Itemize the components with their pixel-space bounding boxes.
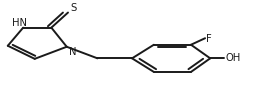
- Text: OH: OH: [226, 53, 241, 63]
- Text: F: F: [206, 34, 212, 44]
- Text: HN: HN: [12, 18, 27, 28]
- Text: S: S: [70, 2, 76, 12]
- Text: N: N: [69, 47, 77, 57]
